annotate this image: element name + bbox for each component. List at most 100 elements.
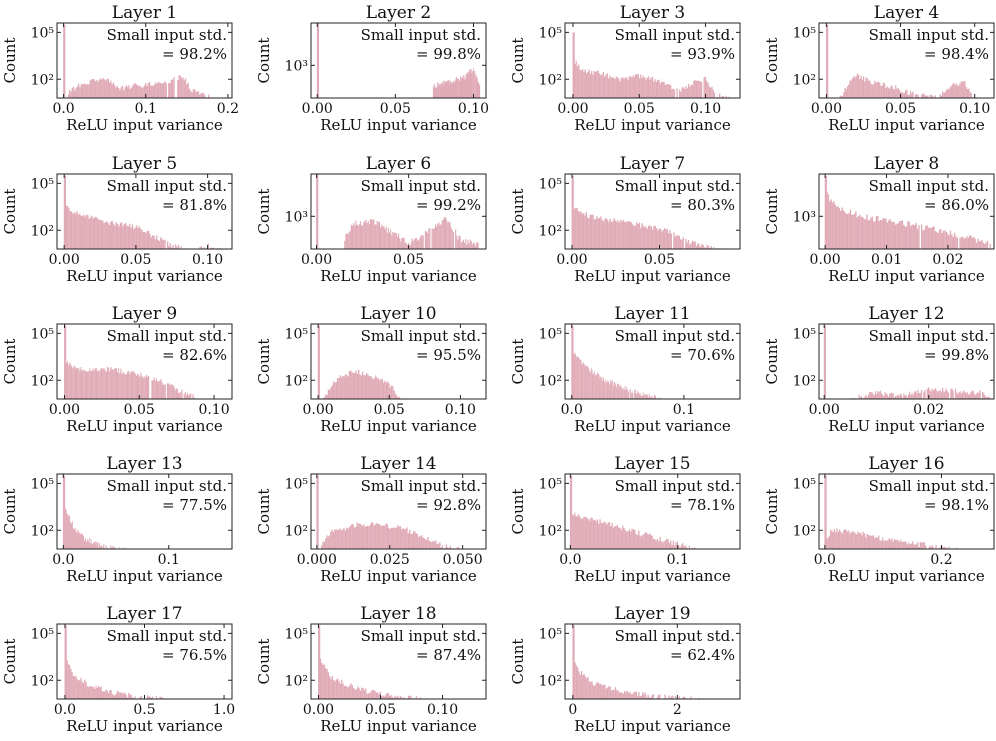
histogram-bar <box>322 541 324 549</box>
histogram-bar <box>391 696 394 699</box>
histogram-bar <box>112 546 114 549</box>
histogram-bar <box>451 229 453 249</box>
histogram-bar <box>330 531 332 549</box>
histogram-bar <box>575 60 577 98</box>
histogram-bar <box>872 221 875 249</box>
histogram-bar <box>357 225 359 249</box>
histogram-bar <box>125 547 127 549</box>
x-tick-label: 0.1 <box>667 552 689 568</box>
histogram-bar <box>966 89 969 98</box>
histogram-bar <box>427 233 429 249</box>
histogram-bar <box>603 684 605 699</box>
histogram-bar <box>168 82 170 98</box>
histogram-bar <box>186 84 188 98</box>
panel-title: Layer 5 <box>112 154 177 174</box>
histogram-bar <box>354 225 356 249</box>
histogram-bar <box>394 393 397 399</box>
histogram-bar <box>132 85 134 98</box>
histogram-bar <box>116 223 119 249</box>
histogram-bar <box>939 390 941 399</box>
x-tick-label: 0.05 <box>365 702 396 718</box>
y-axis-label: Count <box>509 489 527 535</box>
histogram-bar <box>896 395 898 399</box>
histogram-bar <box>716 96 718 98</box>
histogram-bar <box>76 679 78 699</box>
histogram-bar <box>151 696 154 699</box>
histogram-bar <box>107 223 109 249</box>
histogram-bar <box>327 389 330 399</box>
zero-spike-bar <box>826 24 829 98</box>
x-axis-label: ReLU input variance <box>574 567 731 585</box>
histogram-bar <box>146 85 148 98</box>
histogram-bar <box>173 386 175 399</box>
histogram-bar <box>587 367 589 399</box>
histogram-bar <box>65 363 68 399</box>
histogram-bar <box>576 356 578 399</box>
histogram-bar <box>159 696 161 699</box>
histogram-bar <box>577 210 580 249</box>
panel-title: Layer 19 <box>614 604 690 624</box>
histogram-bar <box>177 244 180 249</box>
histogram-bar <box>850 80 852 98</box>
histogram-bar <box>110 80 112 98</box>
histogram-bar <box>649 225 651 249</box>
histogram-bar <box>588 368 590 399</box>
histogram-bar <box>374 690 376 699</box>
histogram-bar <box>386 524 388 549</box>
histogram-bar <box>928 545 931 549</box>
histogram-bar <box>72 676 75 699</box>
histogram-bar <box>636 696 639 699</box>
histogram-bar <box>80 677 82 699</box>
histogram-bar <box>710 246 712 249</box>
histogram-bar <box>73 212 76 249</box>
histogram-bar <box>96 687 98 699</box>
histogram-bar <box>331 676 334 699</box>
histogram-bar <box>950 389 952 399</box>
histogram-bar <box>831 530 833 549</box>
histogram-bar <box>386 693 388 699</box>
histogram-bar <box>101 545 102 549</box>
histogram-bar <box>91 215 93 249</box>
annotation-label: Small input std. <box>869 327 989 345</box>
histogram-bar <box>612 386 614 399</box>
axes-frame <box>564 22 741 99</box>
histogram-bar <box>611 523 613 549</box>
histogram-bar <box>964 81 966 98</box>
histogram-bar <box>945 388 947 399</box>
histogram-bar <box>690 696 692 699</box>
histogram-bar <box>104 691 106 699</box>
histogram-bar <box>335 381 337 399</box>
histogram-bar <box>658 541 660 549</box>
histogram-bar <box>647 394 649 399</box>
y-tick-label: 10⁵ <box>539 326 563 342</box>
histogram-bar <box>660 229 662 249</box>
histogram-bar <box>418 537 420 549</box>
histogram-bar <box>646 532 648 549</box>
histogram-bar <box>620 529 623 549</box>
annotation-value: = 78.1% <box>670 496 735 514</box>
histogram-bar <box>212 247 215 249</box>
histogram-bar <box>594 72 597 98</box>
histogram-bar <box>610 690 613 699</box>
histogram-bar <box>87 539 89 549</box>
histogram-bar <box>110 546 112 549</box>
bar-group <box>572 625 707 699</box>
histogram-bar <box>431 541 433 549</box>
histogram-bar <box>967 394 970 399</box>
histogram-bar <box>903 224 905 249</box>
histogram-bar <box>906 396 908 399</box>
histogram-bar <box>147 83 149 98</box>
histogram-bar <box>584 676 587 699</box>
histogram-bar <box>938 229 941 249</box>
histogram-bar <box>207 243 209 249</box>
histogram-bar <box>597 373 599 399</box>
histogram-bar <box>381 696 383 699</box>
histogram-bar <box>93 79 95 98</box>
histogram-bar <box>897 223 900 249</box>
histogram-bar <box>603 378 605 399</box>
histogram-bar <box>391 528 394 549</box>
histogram-bar <box>327 536 329 549</box>
histogram-bar <box>882 82 885 98</box>
histogram-bar <box>172 245 174 249</box>
